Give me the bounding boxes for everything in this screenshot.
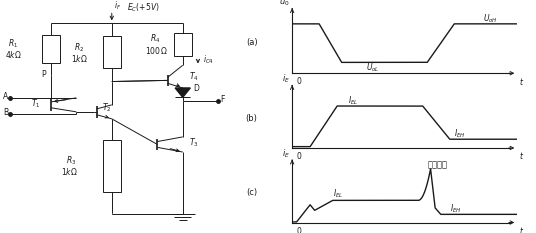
Text: $I_{EL}$: $I_{EL}$: [348, 94, 359, 107]
Text: $u_0$: $u_0$: [279, 0, 290, 8]
Text: (a): (a): [246, 38, 257, 47]
Text: P: P: [41, 70, 46, 79]
Text: $100\,\Omega$: $100\,\Omega$: [145, 45, 168, 56]
Text: $U_{oH}$: $U_{oH}$: [483, 12, 498, 25]
Text: $T_1$: $T_1$: [31, 97, 40, 110]
Text: A: A: [3, 92, 8, 101]
Text: $t$: $t$: [519, 150, 525, 161]
Text: 0: 0: [296, 77, 301, 86]
Text: $i_E$: $i_E$: [282, 147, 290, 160]
Bar: [174, 33, 192, 56]
Text: (c): (c): [246, 188, 257, 197]
Text: $T_2$: $T_2$: [102, 102, 111, 114]
Text: $T_3$: $T_3$: [189, 137, 198, 149]
Text: 尖峰电流: 尖峰电流: [427, 161, 447, 170]
Text: $R_2$: $R_2$: [74, 41, 84, 54]
Text: D: D: [193, 84, 199, 93]
Text: 0: 0: [296, 226, 301, 233]
Text: $i_E$: $i_E$: [282, 72, 290, 85]
Text: $1k\Omega$: $1k\Omega$: [61, 166, 78, 177]
Text: $R_1$: $R_1$: [8, 38, 18, 50]
Text: $T_4$: $T_4$: [189, 70, 198, 83]
Text: $E_C(+5V)$: $E_C(+5V)$: [127, 1, 160, 14]
Bar: [42, 35, 60, 63]
Text: $R_3$: $R_3$: [66, 155, 77, 167]
Text: $t$: $t$: [519, 225, 525, 233]
Text: F: F: [221, 95, 225, 104]
Text: $4k\Omega$: $4k\Omega$: [5, 49, 22, 60]
Text: $I_{EH}$: $I_{EH}$: [450, 202, 461, 215]
Text: 0: 0: [296, 152, 301, 161]
Text: $i_{C4}$: $i_{C4}$: [203, 54, 214, 66]
Text: $I_{EL}$: $I_{EL}$: [333, 188, 343, 200]
Text: $U_{oL}$: $U_{oL}$: [367, 62, 380, 74]
Text: $1k\Omega$: $1k\Omega$: [71, 53, 88, 64]
Text: $t$: $t$: [519, 76, 525, 87]
Text: (b): (b): [245, 114, 257, 123]
Text: $R_4$: $R_4$: [150, 33, 160, 45]
Text: $I_{EH}$: $I_{EH}$: [454, 127, 466, 140]
Text: B: B: [3, 108, 8, 117]
Bar: [103, 140, 121, 192]
Polygon shape: [175, 88, 190, 97]
Bar: [103, 36, 121, 69]
Text: $i_F$: $i_F$: [114, 0, 122, 12]
